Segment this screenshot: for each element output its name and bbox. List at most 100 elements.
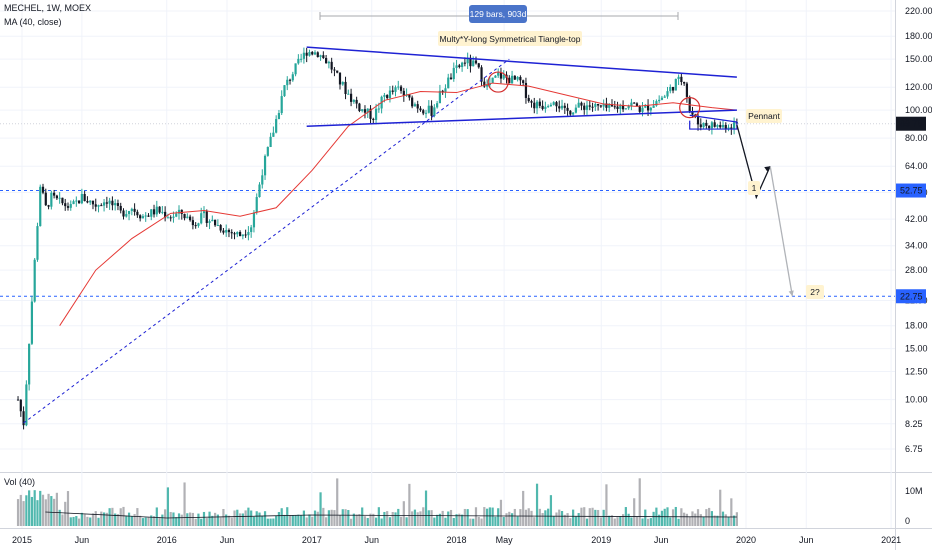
volume-bar (621, 514, 625, 526)
volume-bar (497, 508, 500, 526)
volume-bar (50, 496, 53, 526)
price-pane[interactable] (0, 0, 895, 472)
range-measure[interactable]: 129 bars, 903d (319, 5, 679, 23)
volume-bar (136, 508, 139, 526)
candle-body (361, 109, 364, 111)
candle-body (399, 86, 403, 91)
candle-body (666, 91, 669, 97)
candle-body (644, 105, 647, 108)
volume-bar (413, 509, 417, 526)
candle-body (419, 108, 422, 111)
ma-legend[interactable]: MA (40, close) (4, 17, 62, 27)
candle-body (308, 52, 311, 56)
candle-body (41, 186, 45, 193)
volume-bar (363, 516, 367, 526)
candle-body (658, 99, 661, 102)
candle-body (238, 232, 242, 237)
price-axis[interactable]: 220.00 180.00 150.00 120.00 100.00 80.00 64.00… (905, 6, 932, 454)
volume-bar (535, 483, 539, 526)
candle-body (649, 107, 652, 111)
candle-body (130, 208, 133, 212)
pattern-label[interactable]: Multy*Y-long Symmetrical Tiangle-top (438, 31, 582, 46)
volume-bar (47, 493, 50, 526)
candle-body (297, 58, 300, 64)
volume-bar (302, 510, 306, 526)
volume-bar (386, 511, 389, 526)
volume-bar (530, 510, 533, 526)
price-tick-label: 80.00 (905, 133, 928, 143)
target-2-label[interactable]: 2? (806, 285, 824, 299)
volume-bar (347, 510, 350, 526)
candle-body (141, 216, 145, 219)
candle-body (624, 108, 627, 110)
volume-legend[interactable]: Vol (40) (4, 477, 36, 487)
volume-bar (213, 512, 217, 526)
candle-body (474, 60, 478, 64)
volume-bar (55, 492, 58, 526)
candle-body (572, 112, 575, 115)
candle-body (300, 58, 303, 60)
drawings[interactable] (23, 46, 794, 424)
volume-bar (28, 490, 31, 526)
candle-body (466, 57, 469, 64)
candle-body (247, 232, 250, 236)
volume-bar (383, 511, 386, 526)
candle-body (175, 213, 178, 217)
volume-bar (247, 507, 250, 526)
volume-bar (33, 490, 36, 526)
volume-bar (441, 510, 444, 526)
volume-bar (677, 518, 680, 526)
candle-body (269, 136, 272, 148)
volume-bar (516, 516, 519, 526)
volume-bar (691, 511, 694, 526)
volume-bar (461, 514, 464, 526)
candle-body (527, 97, 530, 102)
volume-bar (533, 517, 536, 526)
time-axis[interactable]: 2015 Jun 2016 Jun 2017 Jun 2018 May 2019 Jun 2020 J… (12, 535, 901, 545)
candle-body (588, 105, 591, 107)
candle-body (53, 192, 56, 196)
volume-bar (372, 513, 375, 526)
candle-body (169, 217, 172, 219)
highlight-circle (487, 71, 509, 93)
candle-body (655, 101, 658, 106)
volume-bar (250, 510, 253, 526)
candle-body (627, 105, 630, 109)
volume-bar (205, 518, 208, 526)
candle-body (422, 110, 425, 114)
volume-bar (244, 510, 247, 526)
price-tick-label: 150.00 (905, 54, 932, 64)
candle-body (80, 193, 83, 204)
volume-bar (125, 516, 128, 526)
candle-body (660, 97, 664, 100)
candle-body (733, 122, 736, 129)
volume-bar (91, 513, 95, 526)
volume-bar (80, 512, 83, 526)
volume-bar (685, 513, 689, 526)
candle-body (349, 93, 353, 102)
candle-body (183, 213, 186, 219)
candle-body (566, 107, 569, 111)
symbol-legend[interactable]: MECHEL, 1W, MOEX (4, 3, 92, 13)
candle-body (225, 229, 228, 233)
candle-body (452, 67, 455, 80)
target-1-label[interactable]: 1 (748, 181, 760, 195)
volume-bar (208, 511, 211, 526)
candle-body (108, 200, 111, 204)
candle-body (602, 103, 605, 107)
candle-body (383, 95, 386, 97)
candle-body (355, 99, 358, 104)
volume-bar (16, 499, 20, 526)
candle-body (258, 184, 261, 198)
volume-bar (580, 507, 583, 526)
pennant-label[interactable]: Pennant (746, 109, 782, 123)
time-tick-label: 2017 (302, 535, 322, 545)
candle-body (555, 102, 558, 107)
price-tick-label: 10.00 (905, 395, 928, 405)
volume-bar (189, 512, 192, 526)
volume-bar (719, 489, 722, 526)
candle-body (333, 69, 336, 71)
volume-bar (197, 513, 200, 526)
volume-bar (102, 512, 106, 526)
